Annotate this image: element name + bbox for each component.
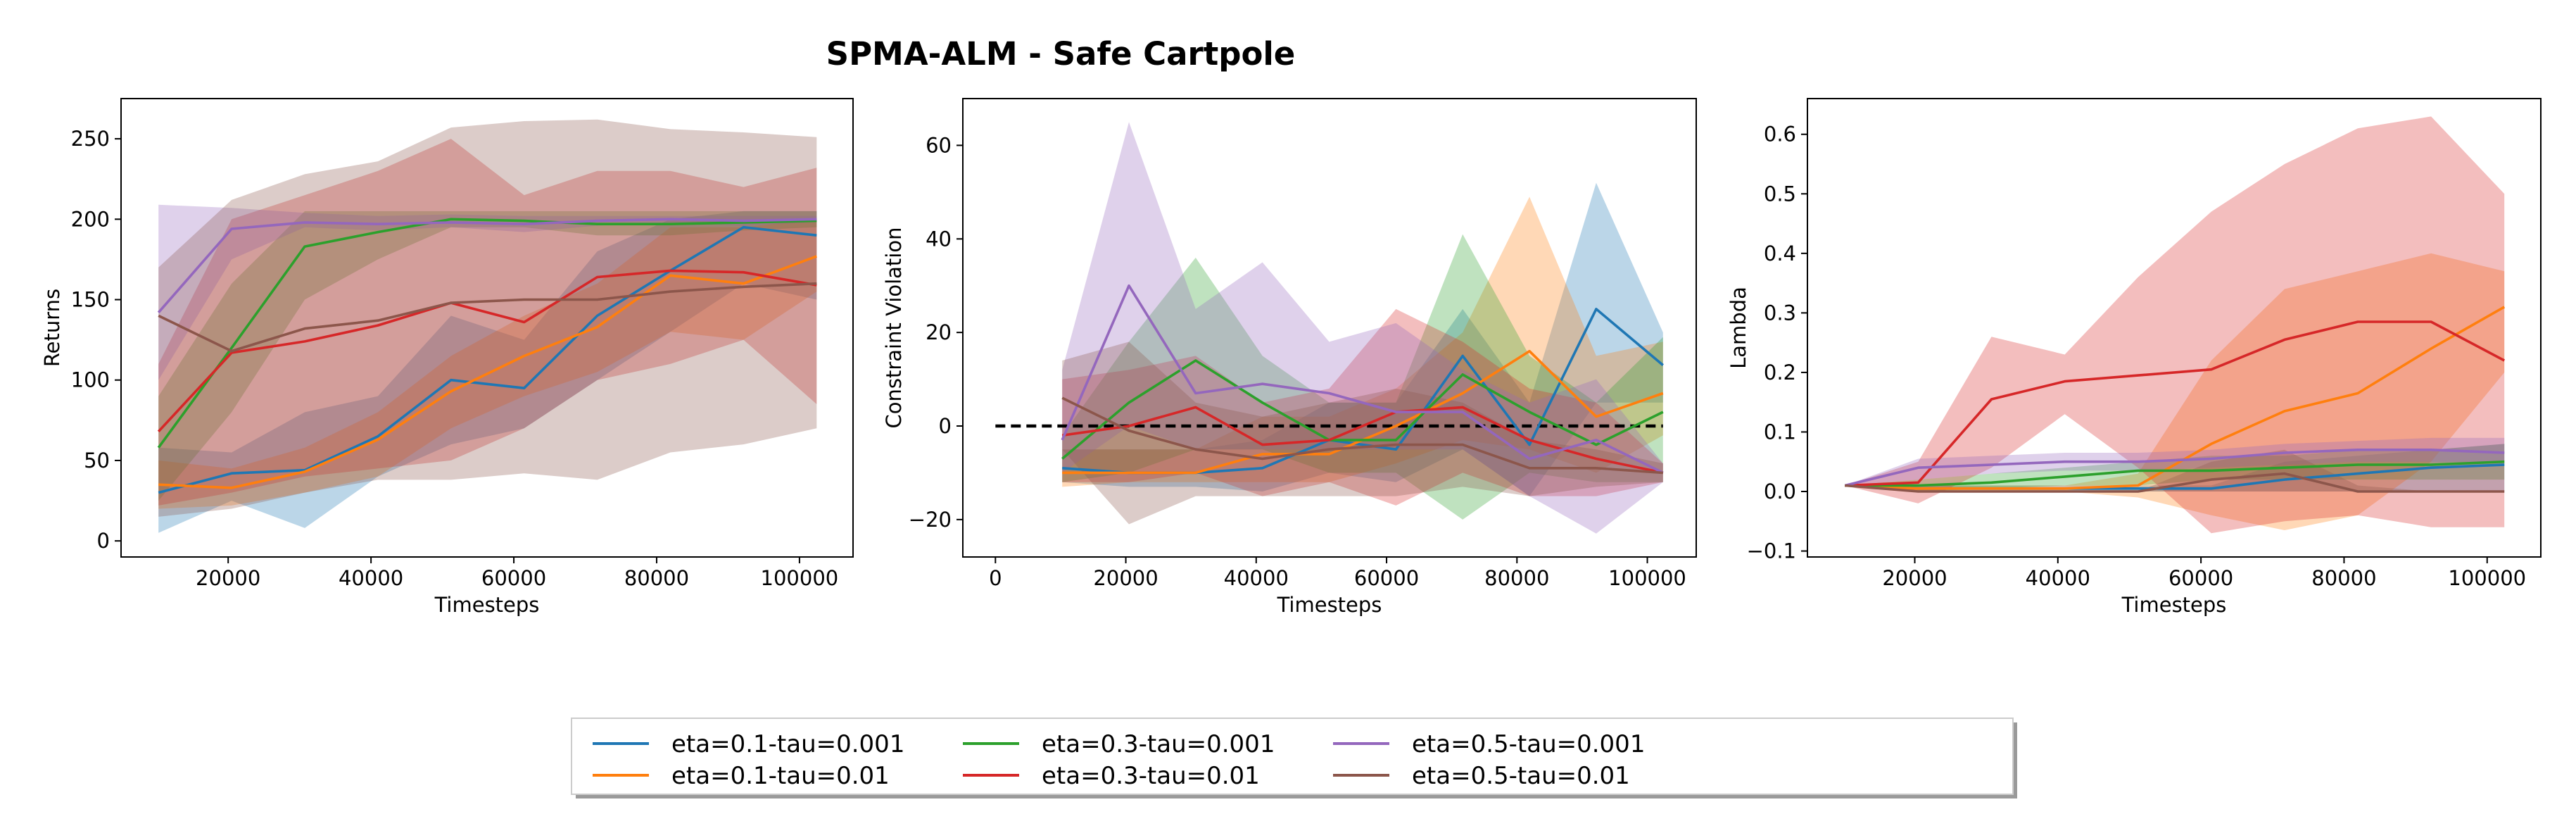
confidence-band-2 xyxy=(1062,196,1663,487)
legend-label-2: eta=0.1-tau=0.01 xyxy=(671,762,890,790)
x-tick-label: 40000 xyxy=(2026,566,2090,590)
subplots: 20000 40000 60000 80000 10000005010015020025… xyxy=(40,98,2542,617)
y-tick-label: 0 xyxy=(939,414,952,438)
subplot-1: 20000 40000 60000 80000 100000 0 50 100 150 200 25… xyxy=(40,98,854,617)
confidence-band-1 xyxy=(1062,182,1663,496)
series-line-4 xyxy=(1845,320,2506,487)
plot-frame xyxy=(1807,98,2542,558)
y-tick-label: 200 xyxy=(71,207,110,231)
y-tick-label: −20 xyxy=(909,508,952,532)
x-axis-label: Timesteps xyxy=(434,593,540,617)
y-tick-label: −0.1 xyxy=(1747,539,1796,563)
confidence-band-4 xyxy=(1845,116,2505,534)
series-line-5 xyxy=(1844,448,2505,487)
y-tick-label: 50 xyxy=(84,449,110,472)
x-tick-label: 80000 xyxy=(2311,566,2376,590)
legend-label-1: eta=0.1-tau=0.001 xyxy=(671,730,904,758)
y-tick-label: 0 xyxy=(97,529,110,553)
x-tick-label: 80000 xyxy=(624,566,689,590)
series-line-6 xyxy=(1061,396,1663,475)
x-tick-label: 100000 xyxy=(1608,566,1686,590)
confidence-band-6 xyxy=(1845,449,2505,491)
y-tick-label: 0.0 xyxy=(1764,480,1796,503)
y-axis-label: Lambda xyxy=(1726,287,1750,369)
y-tick-label: 0.2 xyxy=(1764,361,1796,384)
plot-frame xyxy=(120,98,854,558)
x-tick-label: 60000 xyxy=(481,566,546,590)
plot-frame xyxy=(962,98,1697,558)
legend-box xyxy=(571,718,2014,795)
subplot-3: 20000 40000 60000 80000 100000 −0.1 0.0 0.1 0.2 0… xyxy=(1726,98,2542,617)
series-line-6 xyxy=(1845,472,2505,493)
confidence-band-1 xyxy=(158,211,817,533)
y-tick-label: 0.1 xyxy=(1764,420,1796,444)
x-axis-label: Timesteps xyxy=(2121,593,2227,617)
x-tick-label: 100000 xyxy=(761,566,839,590)
y-tick-label: 0.3 xyxy=(1764,301,1796,325)
figure-title: SPMA-ALM - Safe Cartpole xyxy=(826,35,1296,73)
legend-label-4: eta=0.3-tau=0.01 xyxy=(1042,762,1260,790)
x-tick-label: 20000 xyxy=(1882,566,1947,590)
subplot-2: 0 20000 40000 60000 80000 100000 −20 0 20 40 60 Tim… xyxy=(882,98,1697,617)
legend: eta=0.1-tau=0.001 eta=0.1-tau=0.01 eta=0.3… xyxy=(571,718,2017,798)
x-tick-label: 60000 xyxy=(1354,566,1419,590)
series-line-1 xyxy=(158,225,817,494)
x-tick-label: 100000 xyxy=(2448,566,2526,590)
confidence-band-3 xyxy=(1845,444,2505,491)
y-axis-label: Returns xyxy=(40,289,64,367)
y-tick-label: 250 xyxy=(71,127,110,151)
legend-label-6: eta=0.5-tau=0.01 xyxy=(1412,762,1630,790)
confidence-band-6 xyxy=(1062,342,1663,525)
x-tick-label: 20000 xyxy=(196,566,260,590)
y-tick-label: 0.6 xyxy=(1764,123,1796,146)
confidence-band-2 xyxy=(1845,253,2505,530)
series-line-3 xyxy=(1845,460,2505,487)
y-tick-label: 100 xyxy=(71,368,110,392)
x-tick-label: 80000 xyxy=(1484,566,1549,590)
series-line-3 xyxy=(1061,359,1664,460)
series-line-2 xyxy=(158,255,817,489)
confidence-band-6 xyxy=(158,119,817,517)
confidence-band-3 xyxy=(158,211,817,501)
series-line-4 xyxy=(157,269,817,433)
y-tick-label: 40 xyxy=(926,227,952,251)
x-tick-label: 0 xyxy=(989,566,1002,590)
confidence-band-2 xyxy=(158,219,817,509)
y-tick-label: 20 xyxy=(926,320,952,344)
x-tick-label: 40000 xyxy=(1224,566,1289,590)
series-line-3 xyxy=(157,218,817,449)
x-tick-label: 40000 xyxy=(339,566,403,590)
y-tick-label: 150 xyxy=(71,288,110,312)
y-tick-label: 0.5 xyxy=(1764,182,1796,206)
confidence-band-1 xyxy=(1845,444,2505,491)
series-line-2 xyxy=(1845,306,2506,490)
confidence-band-4 xyxy=(1062,308,1663,506)
legend-label-3: eta=0.3-tau=0.001 xyxy=(1042,730,1275,758)
series-line-5 xyxy=(157,218,817,313)
series-line-6 xyxy=(158,282,817,353)
x-tick-label: 20000 xyxy=(1093,566,1158,590)
x-tick-label: 60000 xyxy=(2168,566,2233,590)
x-axis-label: Timesteps xyxy=(1277,593,1382,617)
series-line-5 xyxy=(1061,284,1664,475)
confidence-band-4 xyxy=(158,139,817,506)
y-axis-label: Constraint Violation xyxy=(882,227,906,429)
y-tick-label: 60 xyxy=(926,133,952,157)
legend-label-5: eta=0.5-tau=0.001 xyxy=(1412,730,1645,758)
y-tick-label: 0.4 xyxy=(1764,242,1796,265)
